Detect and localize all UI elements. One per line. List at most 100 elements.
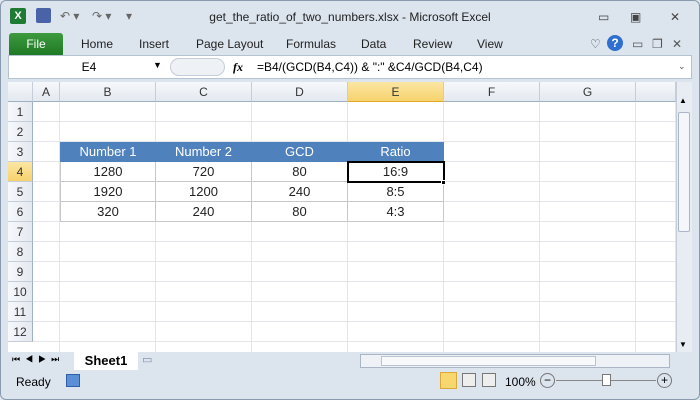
undo-icon[interactable]: ↶ ▾ — [60, 9, 80, 23]
tab-data[interactable]: Data — [361, 37, 387, 51]
selected-cell-outline — [347, 161, 445, 183]
gridline — [635, 102, 636, 352]
table-header-cell[interactable]: Number 1 — [60, 142, 156, 162]
table-cell[interactable]: 8:5 — [348, 182, 444, 202]
sheet-nav-icons[interactable]: ⏮◀▶⏭ — [12, 354, 65, 364]
sheet-tab-bar: ⏮◀▶⏭ Sheet1 ▭ — [8, 352, 692, 370]
vertical-scrollbar[interactable]: ▲ ▼ — [676, 82, 692, 352]
table-cell[interactable]: 240 — [252, 182, 348, 202]
table-cell[interactable]: 1920 — [60, 182, 156, 202]
column-header-c[interactable]: C — [156, 82, 252, 102]
scroll-up-icon[interactable]: ▲ — [679, 96, 687, 105]
workbook-minimize-icon[interactable]: ▭ — [632, 37, 644, 51]
row-header-2[interactable]: 2 — [8, 122, 33, 142]
tab-review[interactable]: Review — [413, 37, 453, 51]
table-header-cell[interactable]: Ratio — [348, 142, 444, 162]
tab-insert[interactable]: Insert — [139, 37, 170, 51]
column-header-f[interactable]: F — [444, 82, 540, 102]
maximize-button[interactable]: ▣ — [630, 10, 642, 24]
row-header-11[interactable]: 11 — [8, 302, 33, 322]
column-header-g[interactable]: G — [540, 82, 636, 102]
column-header-e[interactable]: E — [348, 82, 444, 102]
column-header-b[interactable]: B — [60, 82, 156, 102]
gridline — [33, 141, 676, 142]
worksheet-grid[interactable]: A B C D E F G 1 2 3 4 5 6 7 8 9 10 11 12 Number 1 Nu… — [8, 82, 676, 352]
help-icon[interactable]: ? — [607, 35, 623, 51]
column-header-a[interactable]: A — [33, 82, 60, 102]
row-header-4[interactable]: 4 — [8, 162, 33, 182]
save-icon[interactable] — [36, 8, 51, 23]
redo-icon[interactable]: ↷ ▾ — [92, 9, 112, 23]
row-header-1[interactable]: 1 — [8, 102, 33, 122]
expand-formula-bar-icon[interactable]: ⌄ — [678, 61, 686, 71]
workbook-restore-icon[interactable]: ❐ — [652, 37, 663, 51]
gridline — [33, 121, 676, 122]
page-layout-view-icon[interactable] — [462, 373, 476, 387]
gridline — [155, 102, 156, 352]
row-header-8[interactable]: 8 — [8, 242, 33, 262]
row-header-5[interactable]: 5 — [8, 182, 33, 202]
workbook-close-icon[interactable]: ✕ — [672, 37, 683, 51]
sheet-tab-sheet1[interactable]: Sheet1 — [74, 352, 138, 370]
gridline — [251, 102, 252, 352]
zoom-in-button[interactable]: + — [657, 373, 672, 388]
gridline — [33, 321, 676, 322]
vertical-scroll-thumb[interactable] — [678, 112, 690, 232]
name-box-dropdown-icon[interactable]: ▼ — [153, 60, 162, 70]
select-all-button[interactable] — [8, 82, 33, 102]
formula-input[interactable]: =B4/(GCD(B4,C4)) & ":" &C4/GCD(B4,C4) — [257, 60, 483, 74]
table-cell[interactable]: 80 — [252, 162, 348, 182]
tab-formulas[interactable]: Formulas — [286, 37, 337, 51]
table-cell[interactable]: 720 — [156, 162, 252, 182]
zoom-out-button[interactable]: − — [540, 373, 555, 388]
column-header-d[interactable]: D — [252, 82, 348, 102]
table-header-cell[interactable]: Number 2 — [156, 142, 252, 162]
row-header-3[interactable]: 3 — [8, 142, 33, 162]
table-header-cell[interactable]: GCD — [252, 142, 348, 162]
zoom-slider-thumb[interactable] — [602, 374, 611, 386]
table-cell[interactable]: 240 — [156, 202, 252, 222]
page-break-view-icon[interactable] — [482, 373, 496, 387]
minimize-button[interactable]: ▭ — [598, 10, 610, 24]
scroll-down-icon[interactable]: ▼ — [679, 340, 687, 349]
title-bar: X ↶ ▾ ↷ ▾ ▾ get_the_ratio_of_two_numbers… — [0, 0, 700, 32]
row-header-6[interactable]: 6 — [8, 202, 33, 222]
customize-qat-icon[interactable]: ▾ — [126, 9, 133, 23]
table-cell[interactable]: 4:3 — [348, 202, 444, 222]
fill-handle[interactable] — [441, 180, 446, 185]
status-ready: Ready — [16, 375, 51, 389]
table-cell[interactable]: 320 — [60, 202, 156, 222]
zoom-level[interactable]: 100% — [505, 375, 536, 389]
table-cell[interactable]: 1200 — [156, 182, 252, 202]
gridline — [347, 102, 348, 352]
minimize-ribbon-icon[interactable]: ♡ — [590, 37, 601, 51]
name-box[interactable]: E4 — [81, 60, 97, 74]
insert-sheet-icon[interactable]: ▭ — [142, 354, 153, 366]
gridline — [675, 102, 676, 352]
gridline — [443, 102, 444, 352]
tab-file[interactable]: File — [9, 33, 63, 55]
close-button[interactable]: ✕ — [670, 10, 681, 24]
row-header-9[interactable]: 9 — [8, 262, 33, 282]
tab-page-layout[interactable]: Page Layout — [196, 37, 264, 51]
gridline — [59, 102, 60, 352]
table-cell[interactable]: 80 — [252, 202, 348, 222]
gridline — [33, 281, 676, 282]
insert-function-icon[interactable]: fx — [233, 60, 243, 74]
row-header-12[interactable]: 12 — [8, 322, 33, 342]
column-header-h[interactable] — [636, 82, 676, 102]
normal-view-icon[interactable] — [440, 372, 457, 389]
formula-bar — [8, 55, 692, 79]
horizontal-scrollbar[interactable] — [360, 354, 670, 368]
table-cell[interactable]: 1280 — [60, 162, 156, 182]
tab-view[interactable]: View — [477, 37, 503, 51]
excel-logo-icon: X — [10, 8, 26, 24]
gridline — [33, 341, 676, 342]
tab-home[interactable]: Home — [81, 37, 114, 51]
row-header-7[interactable]: 7 — [8, 222, 33, 242]
horizontal-scroll-thumb[interactable] — [381, 356, 596, 366]
row-header-10[interactable]: 10 — [8, 282, 33, 302]
expand-handle[interactable] — [170, 58, 225, 76]
macro-record-icon[interactable] — [66, 374, 80, 387]
window-title: get_the_ratio_of_two_numbers.xlsx - Micr… — [209, 10, 491, 24]
